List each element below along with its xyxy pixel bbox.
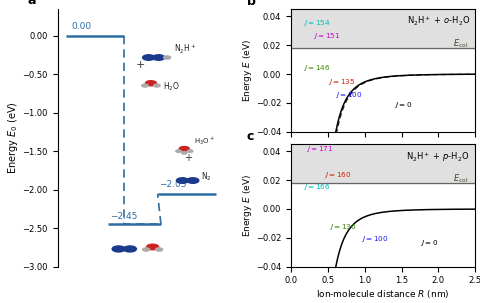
- Text: $J = 151$: $J = 151$: [313, 31, 340, 41]
- Text: $J = 100$: $J = 100$: [335, 90, 363, 100]
- Text: $J = 130$: $J = 130$: [329, 222, 357, 232]
- Text: c: c: [247, 130, 254, 143]
- Text: b: b: [247, 0, 256, 8]
- Text: 0.00: 0.00: [71, 22, 91, 31]
- Circle shape: [143, 248, 150, 251]
- Circle shape: [181, 152, 187, 154]
- Circle shape: [177, 178, 189, 183]
- Circle shape: [187, 178, 199, 183]
- Text: $E_{\rm col}$: $E_{\rm col}$: [453, 172, 468, 185]
- Circle shape: [154, 84, 160, 87]
- Circle shape: [176, 150, 181, 152]
- Text: $J = 0$: $J = 0$: [420, 238, 438, 248]
- Circle shape: [180, 147, 189, 151]
- Text: H$_3$O$^+$: H$_3$O$^+$: [194, 135, 215, 147]
- Text: $J = 100$: $J = 100$: [361, 234, 388, 244]
- Text: $J = 160$: $J = 160$: [324, 170, 352, 180]
- Text: $E_{\rm col}$: $E_{\rm col}$: [453, 37, 468, 50]
- Circle shape: [143, 55, 155, 60]
- Circle shape: [156, 248, 163, 251]
- Text: +: +: [184, 153, 192, 163]
- Text: N$_2$H$^+$: N$_2$H$^+$: [174, 43, 196, 56]
- Text: $J = 0$: $J = 0$: [394, 100, 412, 110]
- Circle shape: [188, 150, 193, 152]
- Text: $J = 154$: $J = 154$: [303, 18, 331, 28]
- Text: −2.05: −2.05: [159, 181, 187, 189]
- Text: $J = 166$: $J = 166$: [303, 182, 331, 192]
- Text: N$_2$H$^+$ + $p$-H$_2$O: N$_2$H$^+$ + $p$-H$_2$O: [407, 150, 469, 164]
- Text: $J = 146$: $J = 146$: [303, 63, 331, 73]
- Y-axis label: Energy $E_0$ (eV): Energy $E_0$ (eV): [6, 102, 20, 174]
- Text: $J = 171$: $J = 171$: [306, 144, 333, 154]
- Circle shape: [164, 56, 170, 59]
- Circle shape: [142, 84, 148, 87]
- Circle shape: [145, 81, 156, 86]
- Bar: [291, 9, 475, 48]
- Y-axis label: Energy $E$ (eV): Energy $E$ (eV): [241, 174, 254, 237]
- Text: N$_2$H$^+$ + $o$-H$_2$O: N$_2$H$^+$ + $o$-H$_2$O: [407, 15, 469, 28]
- Y-axis label: Energy $E$ (eV): Energy $E$ (eV): [241, 39, 254, 102]
- Circle shape: [146, 244, 158, 250]
- Text: $J = 135$: $J = 135$: [328, 77, 355, 87]
- Text: H$_2$O: H$_2$O: [163, 81, 180, 93]
- Circle shape: [123, 246, 136, 252]
- Text: N$_2$: N$_2$: [201, 171, 212, 183]
- Bar: [291, 144, 475, 183]
- Circle shape: [112, 246, 125, 252]
- Text: a: a: [27, 0, 36, 7]
- Text: +: +: [136, 60, 145, 70]
- Text: −2.45: −2.45: [110, 212, 137, 221]
- Circle shape: [153, 55, 165, 60]
- X-axis label: Ion-molecule distance $R$ (nm): Ion-molecule distance $R$ (nm): [316, 288, 450, 300]
